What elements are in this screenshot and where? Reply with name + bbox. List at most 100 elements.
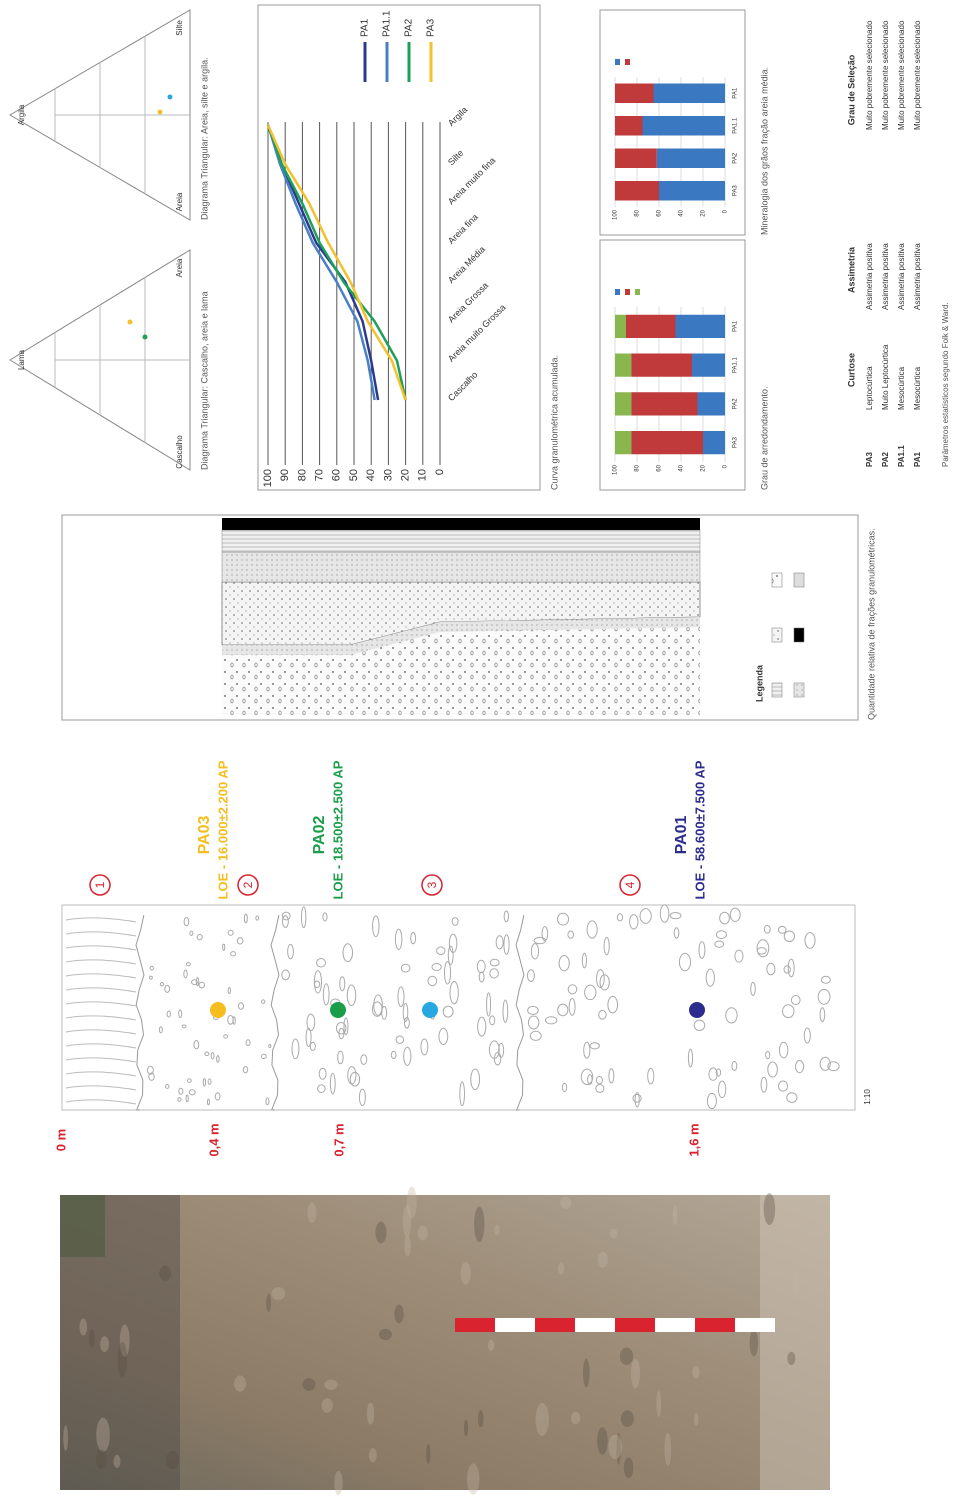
photo-texture xyxy=(488,1340,494,1351)
table-header: Assimetria xyxy=(846,246,856,293)
bar-segment xyxy=(632,431,704,454)
table-cell: Assimetria positiva xyxy=(913,243,922,310)
table-cell: Assimetria positiva xyxy=(897,243,906,310)
sample-point xyxy=(422,1002,438,1018)
y-tick-label: 60 xyxy=(657,209,663,216)
x-tick-label: PA1.1 xyxy=(733,357,739,374)
table-cell: Leptocúrtica xyxy=(865,366,874,410)
photo-texture xyxy=(367,1402,374,1424)
y-tick-label: 80 xyxy=(296,469,308,481)
y-tick-label: 60 xyxy=(331,469,343,481)
y-tick-label: 50 xyxy=(348,469,360,481)
photo-texture xyxy=(234,1375,246,1391)
photo-texture xyxy=(379,1329,392,1340)
y-tick-label: 10 xyxy=(417,469,429,481)
legend-title: Legenda xyxy=(754,664,764,702)
photo-texture xyxy=(63,1425,68,1450)
photo-texture xyxy=(100,1336,109,1352)
x-tick-label: Areia Média xyxy=(446,244,487,285)
layer-hatch xyxy=(222,530,700,552)
bar-segment xyxy=(692,354,725,377)
y-tick-label: 40 xyxy=(679,464,685,471)
photo-texture xyxy=(478,1410,484,1427)
table-cell: Muito pobremente selecionado xyxy=(881,20,890,130)
photo-texture xyxy=(787,1352,795,1365)
sample-point xyxy=(330,1002,346,1018)
y-tick-label: 90 xyxy=(279,469,291,481)
table-cell: Muito pobremente selecionado xyxy=(913,20,922,130)
y-tick-label: 20 xyxy=(701,464,707,471)
photo-floor xyxy=(760,1195,830,1490)
bar-segment xyxy=(615,84,654,104)
sample-date: LOE - 16.000±2.200 AP xyxy=(215,760,230,899)
ternary-point xyxy=(158,110,163,115)
photo-texture xyxy=(166,1451,179,1470)
photo-texture xyxy=(692,1366,699,1379)
row-label: PA3 xyxy=(865,451,874,467)
photo-texture xyxy=(271,1287,285,1300)
table-cell: Muito pobremente selecionado xyxy=(865,20,874,130)
y-tick-label: 0 xyxy=(434,469,446,475)
table-header: Curtose xyxy=(846,353,856,387)
photo-texture xyxy=(113,1455,120,1468)
photo-texture xyxy=(598,1252,608,1268)
y-tick-label: 100 xyxy=(613,209,619,220)
x-tick-label: Cascalho xyxy=(446,369,480,403)
corner-label: Lama xyxy=(17,349,26,370)
legend-swatch xyxy=(772,683,782,697)
photo-texture xyxy=(610,1229,618,1238)
y-tick-label: 20 xyxy=(400,469,412,481)
photo-texture xyxy=(571,1412,581,1424)
bar-segment xyxy=(654,84,726,104)
photo-texture xyxy=(464,1420,468,1437)
photo-texture xyxy=(536,1403,549,1436)
photo-texture xyxy=(792,1270,799,1295)
photo-texture xyxy=(375,1222,386,1244)
legend-label: PA2 xyxy=(404,18,415,37)
ternary-point xyxy=(128,320,133,325)
caption: Curva granulométrica acumulada. xyxy=(549,355,559,490)
legend-swatch xyxy=(615,59,620,65)
corner-label: Argila xyxy=(17,104,26,125)
row-label: PA1 xyxy=(913,451,922,467)
bar-segment xyxy=(615,392,632,415)
photo-texture xyxy=(461,1262,471,1285)
legend-swatch xyxy=(772,573,782,587)
x-tick-label: PA3 xyxy=(733,437,739,449)
corner-label: Silte xyxy=(175,20,184,36)
photo-texture xyxy=(404,1236,411,1256)
legend-label: PA1.1 xyxy=(382,10,393,37)
photo-texture xyxy=(403,1205,411,1237)
photo-texture xyxy=(322,1398,333,1412)
y-tick-label: 80 xyxy=(635,209,641,216)
photo-texture xyxy=(96,1418,110,1452)
photo-texture xyxy=(159,1265,171,1281)
x-tick-label: Silte xyxy=(446,148,465,167)
x-tick-label: PA2 xyxy=(733,398,739,410)
y-tick-label: 70 xyxy=(314,469,326,481)
depth-label: 1,6 m xyxy=(686,1123,701,1156)
bar-segment xyxy=(659,181,725,201)
profile-frame xyxy=(62,905,855,1110)
bar-segment xyxy=(698,392,726,415)
figure: 0 m0,4 m0,7 m1,6 m1:101234PA03LOE - 16.0… xyxy=(0,0,961,1497)
legend-label: PA1 xyxy=(360,18,371,37)
photo-texture xyxy=(665,1433,672,1466)
layer-number: 4 xyxy=(623,881,637,888)
photo-texture xyxy=(494,1225,500,1235)
bar-segment xyxy=(615,116,643,136)
scale-bar-segment xyxy=(655,1318,695,1332)
scale-bar-segment xyxy=(735,1318,775,1332)
photo-texture xyxy=(474,1206,484,1242)
scale-bar-segment xyxy=(535,1318,575,1332)
corner-label: Areia xyxy=(175,192,184,211)
caption: Diagrama Triangular: Areia, silte e argi… xyxy=(199,57,209,220)
photo-texture xyxy=(302,1378,315,1390)
table-cell: Muito Leptocúrtica xyxy=(881,344,890,410)
x-tick-label: PA2 xyxy=(733,152,739,164)
photo-texture xyxy=(96,1450,107,1470)
sample-date: LOE - 58.600±7.500 AP xyxy=(692,760,707,899)
y-tick-label: 40 xyxy=(679,209,685,216)
photo-texture xyxy=(656,1391,661,1417)
x-tick-label: PA3 xyxy=(733,185,739,197)
